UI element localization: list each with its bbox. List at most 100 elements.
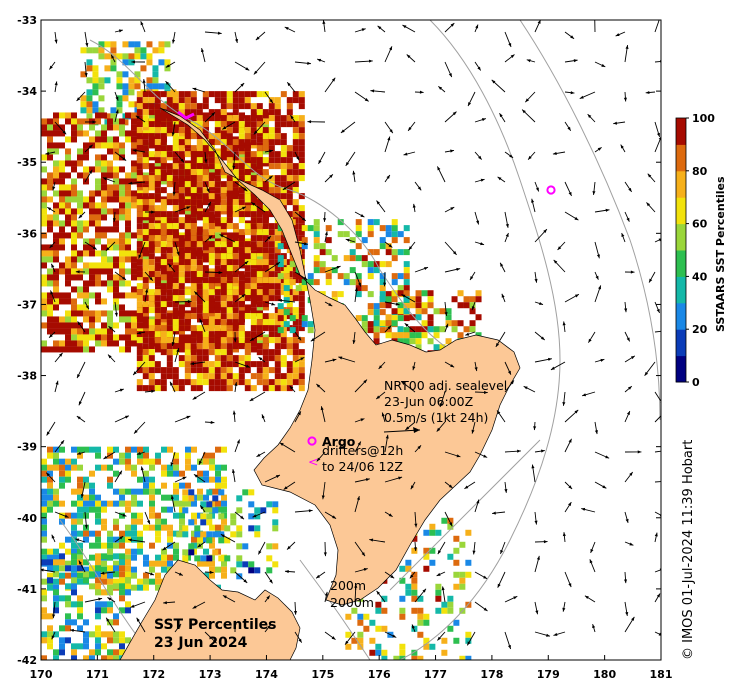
- sst-cell: [190, 355, 197, 362]
- sst-cell: [173, 488, 179, 495]
- sst-cell: [142, 151, 149, 158]
- sst-cell: [104, 53, 111, 60]
- sst-cell: [83, 631, 89, 638]
- sst-cell: [262, 205, 269, 212]
- sst-cell: [136, 247, 143, 254]
- sst-cell: [256, 157, 263, 164]
- sst-cell: [101, 262, 107, 269]
- sst-cell: [71, 232, 77, 239]
- current-vector-head: [360, 213, 365, 218]
- sst-cell: [160, 175, 167, 182]
- current-vector-head: [271, 302, 276, 306]
- sst-cell: [190, 343, 197, 350]
- sst-cell: [220, 349, 227, 356]
- sst-cell: [280, 181, 287, 188]
- sst-cell: [343, 255, 350, 262]
- sst-cell: [98, 41, 105, 48]
- current-vector-head: [390, 574, 395, 579]
- sst-cell: [379, 237, 386, 244]
- sst-cell: [343, 279, 350, 286]
- sst-cell: [381, 595, 388, 602]
- sst-cell: [83, 154, 89, 161]
- sst-cell: [262, 385, 269, 392]
- sst-cell: [178, 145, 185, 152]
- sst-cell: [47, 292, 53, 299]
- sst-cell: [136, 127, 143, 134]
- sst-cell: [142, 157, 149, 164]
- sst-cell: [208, 301, 215, 308]
- sst-cell: [203, 560, 209, 567]
- sst-cell: [71, 124, 77, 131]
- sst-cell: [142, 265, 149, 272]
- sst-cell: [77, 130, 83, 137]
- sst-cell: [41, 530, 47, 537]
- sst-cell: [142, 223, 149, 230]
- sst-cell: [257, 136, 263, 143]
- sst-cell: [95, 494, 101, 501]
- sst-cell: [161, 482, 167, 489]
- sst-cell: [95, 613, 101, 620]
- current-vector-head: [256, 453, 261, 457]
- sst-cell: [283, 273, 290, 280]
- sst-cell: [149, 512, 155, 519]
- sst-cell: [95, 334, 101, 341]
- colorbar-tick-label: 40: [692, 270, 708, 283]
- current-vector-head: [340, 129, 345, 133]
- sst-cell: [148, 337, 155, 344]
- sst-cell: [280, 175, 287, 182]
- sst-cell: [292, 163, 299, 170]
- current-vector-head: [412, 366, 416, 371]
- colorbar-segment: [676, 302, 686, 330]
- sst-cell: [161, 268, 167, 275]
- sst-cell: [185, 500, 191, 507]
- sst-cell: [226, 313, 233, 320]
- sst-cell: [113, 280, 119, 287]
- sst-cell: [148, 229, 155, 236]
- sst-cell: [208, 361, 215, 368]
- sst-cell: [160, 145, 167, 152]
- current-vector-head: [275, 475, 280, 479]
- sst-cell: [137, 530, 143, 537]
- sst-cell: [220, 91, 227, 98]
- sst-cell: [136, 379, 143, 386]
- current-vector-head: [328, 302, 333, 307]
- sst-cell: [197, 536, 203, 543]
- sst-cell: [292, 229, 299, 236]
- sst-cell: [453, 571, 460, 578]
- sst-cell: [154, 145, 161, 152]
- current-vector-head: [269, 149, 273, 153]
- sst-cell: [268, 253, 275, 260]
- sst-cell: [161, 566, 167, 573]
- sst-cell: [110, 53, 117, 60]
- sst-cell: [244, 205, 251, 212]
- sst-cell: [131, 464, 137, 471]
- sst-cell: [226, 217, 233, 224]
- sst-cell: [196, 385, 203, 392]
- sst-cell: [59, 166, 65, 173]
- sst-cell: [220, 199, 227, 206]
- sst-cell: [196, 235, 203, 242]
- sst-cell: [190, 229, 197, 236]
- sst-cell: [178, 169, 185, 176]
- sst-cell: [244, 265, 251, 272]
- sst-cell: [226, 181, 233, 188]
- sst-cell: [131, 340, 137, 347]
- current-vector-head: [402, 25, 407, 29]
- sst-cell: [65, 268, 71, 275]
- sst-cell: [226, 367, 233, 374]
- sst-cell: [301, 279, 308, 286]
- sst-cell: [194, 531, 201, 538]
- sst-cell: [95, 130, 101, 137]
- sst-cell: [41, 280, 47, 287]
- sst-cell: [154, 109, 161, 116]
- sst-cell: [166, 331, 173, 338]
- sst-cell: [89, 118, 95, 125]
- x-tick-label: 181: [650, 668, 673, 681]
- sst-cell: [142, 163, 149, 170]
- sst-cell: [286, 121, 293, 128]
- sst-cell: [221, 560, 227, 567]
- sst-cell: [142, 205, 149, 212]
- current-vector-head: [54, 81, 58, 86]
- current-vector-head: [284, 569, 289, 574]
- sst-cell: [160, 289, 167, 296]
